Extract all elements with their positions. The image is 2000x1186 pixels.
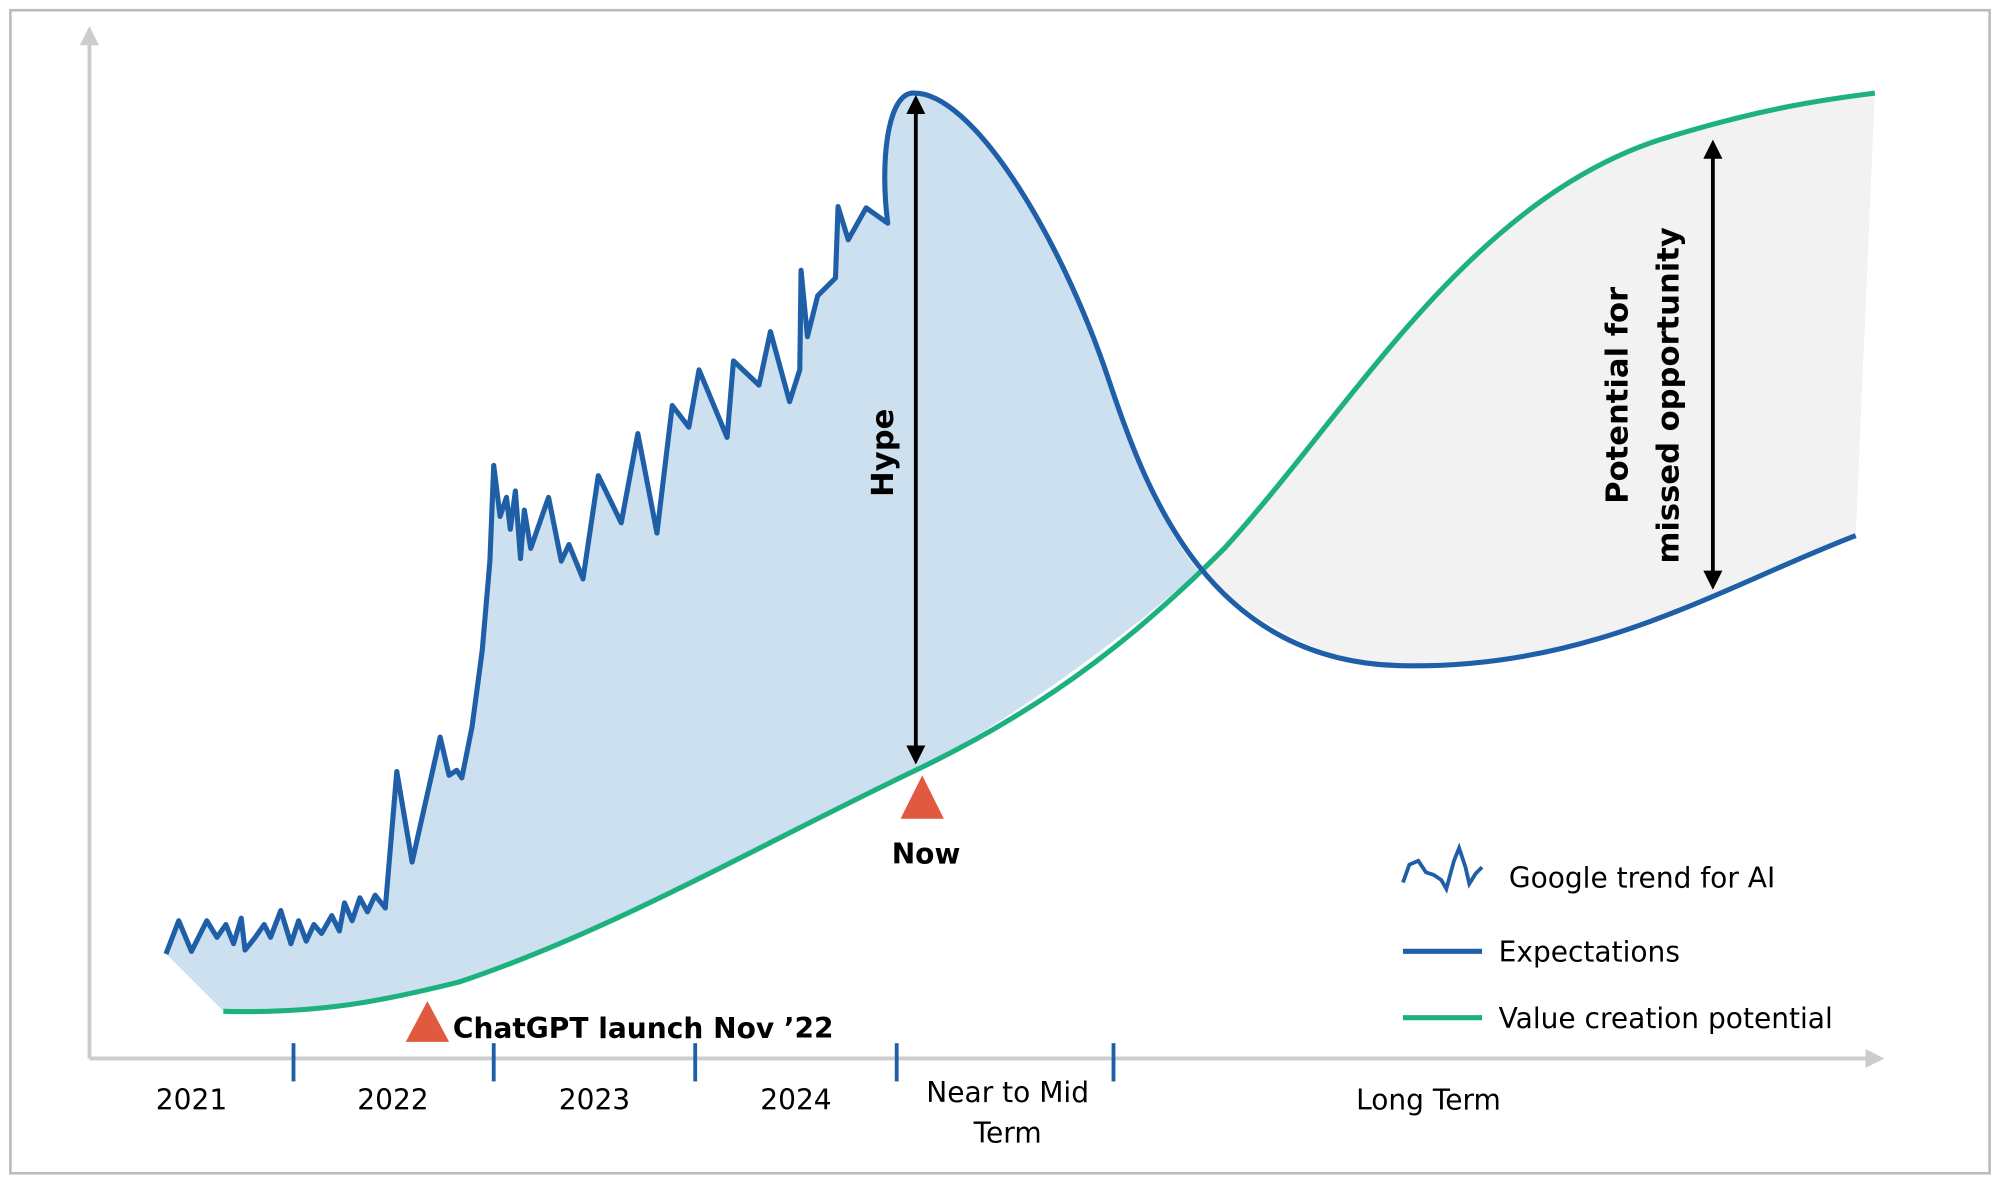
axis-label: 2024 bbox=[760, 1083, 831, 1116]
now-marker bbox=[900, 775, 944, 819]
hype-label: Hype bbox=[866, 409, 901, 497]
axis-label: Long Term bbox=[1356, 1083, 1501, 1116]
hype-area bbox=[165, 93, 1199, 1012]
legend-label: Expectations bbox=[1499, 936, 1680, 969]
legend-icon bbox=[1401, 842, 1484, 894]
now-label: Now bbox=[892, 837, 961, 870]
launch-label: ChatGPT launch Nov ’22 bbox=[453, 1012, 834, 1045]
legend-label: Value creation potential bbox=[1499, 1002, 1833, 1035]
axis-label: 2021 bbox=[156, 1083, 227, 1116]
axis-label: Term bbox=[973, 1117, 1042, 1150]
expectation-curve bbox=[163, 90, 1857, 955]
missed-label: missed opportunity bbox=[1651, 227, 1686, 563]
axis-label: 2022 bbox=[357, 1083, 428, 1116]
legend-label: Google trend for AI bbox=[1509, 862, 1775, 895]
axis-label: Near to Mid bbox=[926, 1076, 1089, 1109]
axis-label: 2023 bbox=[559, 1083, 630, 1116]
launch-marker bbox=[405, 1001, 450, 1042]
value-curve bbox=[223, 90, 1876, 1015]
missed-label: Potential for bbox=[1600, 287, 1635, 504]
axis-ticks bbox=[291, 1043, 1116, 1082]
